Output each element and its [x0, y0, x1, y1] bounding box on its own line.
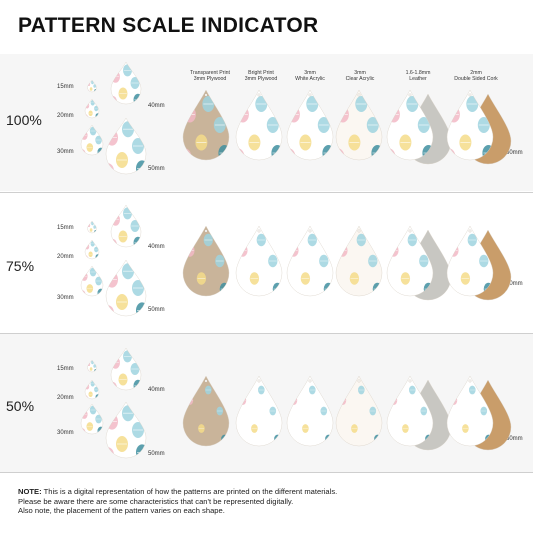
drop-transparent-plywood	[183, 90, 229, 160]
page-title: PATTERN SCALE INDICATOR	[18, 14, 319, 37]
size-sample-drop	[87, 221, 97, 233]
size-label-20mm: 20mm	[57, 254, 74, 260]
material-header-white-acrylic: 3mm White Acrylic	[295, 70, 325, 82]
size-sample-drop	[111, 205, 141, 247]
size-label-20mm: 20mm	[57, 113, 74, 119]
material-header-cork: 2mm Double Sided Cork	[454, 70, 498, 82]
size-label-50mm: 50mm	[148, 166, 165, 172]
row-separator	[0, 472, 533, 473]
size-sample-drop	[87, 360, 97, 372]
material-header-clear-acrylic: 3mm Clear Acrylic	[345, 70, 375, 82]
size-label-60mm: 60mm	[506, 436, 523, 442]
size-sample-drop	[111, 62, 141, 104]
drop-transparent-plywood	[183, 226, 229, 296]
note-text: NOTE: This is a digital representation o…	[18, 487, 338, 516]
size-label-60mm: 60mm	[506, 281, 523, 287]
size-label-60mm: 60mm	[506, 150, 523, 156]
size-label-50mm: 50mm	[148, 307, 165, 313]
size-label-30mm: 30mm	[57, 295, 74, 301]
size-label-40mm: 40mm	[148, 103, 165, 109]
size-sample-drop	[111, 348, 141, 390]
scale-label-100: 100%	[6, 112, 42, 128]
size-label-15mm: 15mm	[57, 84, 74, 90]
row-separator	[0, 333, 533, 334]
size-sample-drop	[85, 380, 99, 399]
size-label-30mm: 30mm	[57, 430, 74, 436]
size-label-15mm: 15mm	[57, 225, 74, 231]
scale-label-50: 50%	[6, 398, 35, 414]
scale-label-75: 75%	[6, 258, 35, 274]
drop-transparent-plywood	[183, 376, 229, 446]
size-label-20mm: 20mm	[57, 395, 74, 401]
material-header-leather: 1.6-1.8mm Leather	[405, 70, 431, 82]
size-label-40mm: 40mm	[148, 244, 165, 250]
material-header-transparent-plywood: Transparent Print 3mm Plywood	[190, 70, 230, 82]
row-separator	[0, 192, 533, 193]
size-sample-drop	[87, 80, 97, 92]
size-label-15mm: 15mm	[57, 366, 74, 372]
material-header-bright-plywood: Bright Print 3mm Plywood	[244, 70, 278, 82]
size-sample-drop	[85, 99, 99, 118]
size-sample-drop	[85, 240, 99, 259]
size-label-40mm: 40mm	[148, 387, 165, 393]
size-label-50mm: 50mm	[148, 451, 165, 457]
size-label-30mm: 30mm	[57, 149, 74, 155]
